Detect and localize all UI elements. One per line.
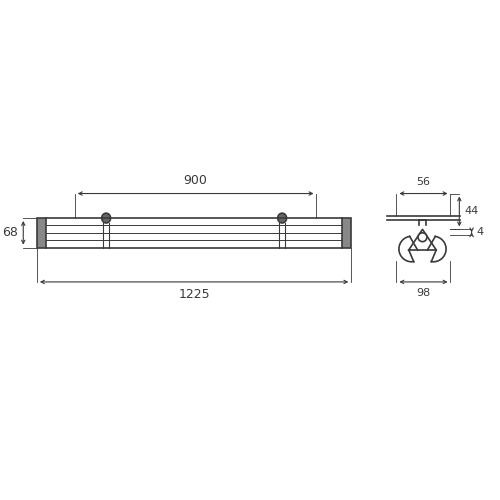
Ellipse shape — [278, 213, 286, 223]
Text: 900: 900 — [184, 174, 208, 187]
Bar — [342, 218, 351, 248]
Text: 4: 4 — [476, 228, 484, 237]
Bar — [37, 218, 46, 248]
Text: 1225: 1225 — [178, 288, 210, 302]
Text: 68: 68 — [2, 226, 18, 239]
Text: 44: 44 — [464, 206, 478, 216]
Ellipse shape — [102, 213, 110, 223]
Circle shape — [418, 233, 427, 241]
Text: 98: 98 — [416, 288, 430, 298]
Text: 56: 56 — [416, 177, 430, 187]
